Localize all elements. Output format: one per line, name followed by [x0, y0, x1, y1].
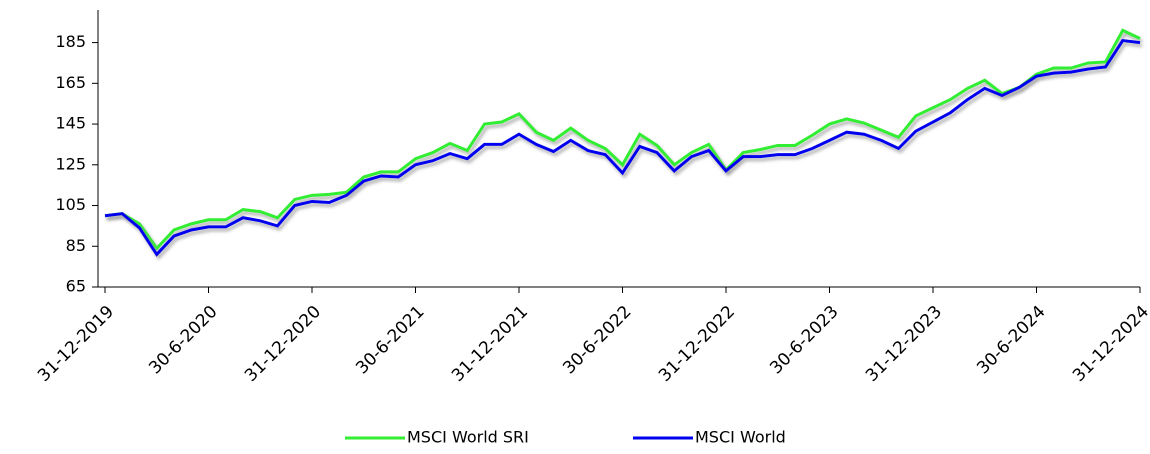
x-tick-label: 30-6-2022 — [559, 302, 635, 378]
x-tick-label: 30-6-2020 — [145, 302, 221, 378]
y-tick-label: 65 — [66, 277, 86, 296]
x-tick-label: 31-12-2022 — [655, 302, 739, 386]
x-tick-label: 30-6-2021 — [352, 302, 428, 378]
y-tick-label: 145 — [55, 114, 86, 133]
series-line — [104, 38, 1141, 257]
y-tick-label: 185 — [55, 32, 86, 51]
y-tick-label: 165 — [55, 73, 86, 92]
legend-label: MSCI World SRI — [407, 428, 529, 447]
x-tick-label: 30-6-2024 — [973, 302, 1049, 378]
x-tick-label: 31-12-2019 — [34, 302, 118, 386]
y-tick-label: 105 — [55, 195, 86, 214]
legend-label: MSCI World — [695, 428, 786, 447]
x-tick-label: 30-6-2023 — [766, 302, 842, 378]
y-tick-label: 85 — [66, 236, 86, 255]
x-tick-label: 31-12-2021 — [448, 302, 532, 386]
series-line — [104, 28, 1141, 251]
y-tick-label: 125 — [55, 154, 86, 173]
x-tick-label: 31-12-2023 — [862, 302, 946, 386]
x-tick-label: 31-12-2024 — [1069, 302, 1150, 386]
x-tick-label: 31-12-2020 — [241, 302, 325, 386]
